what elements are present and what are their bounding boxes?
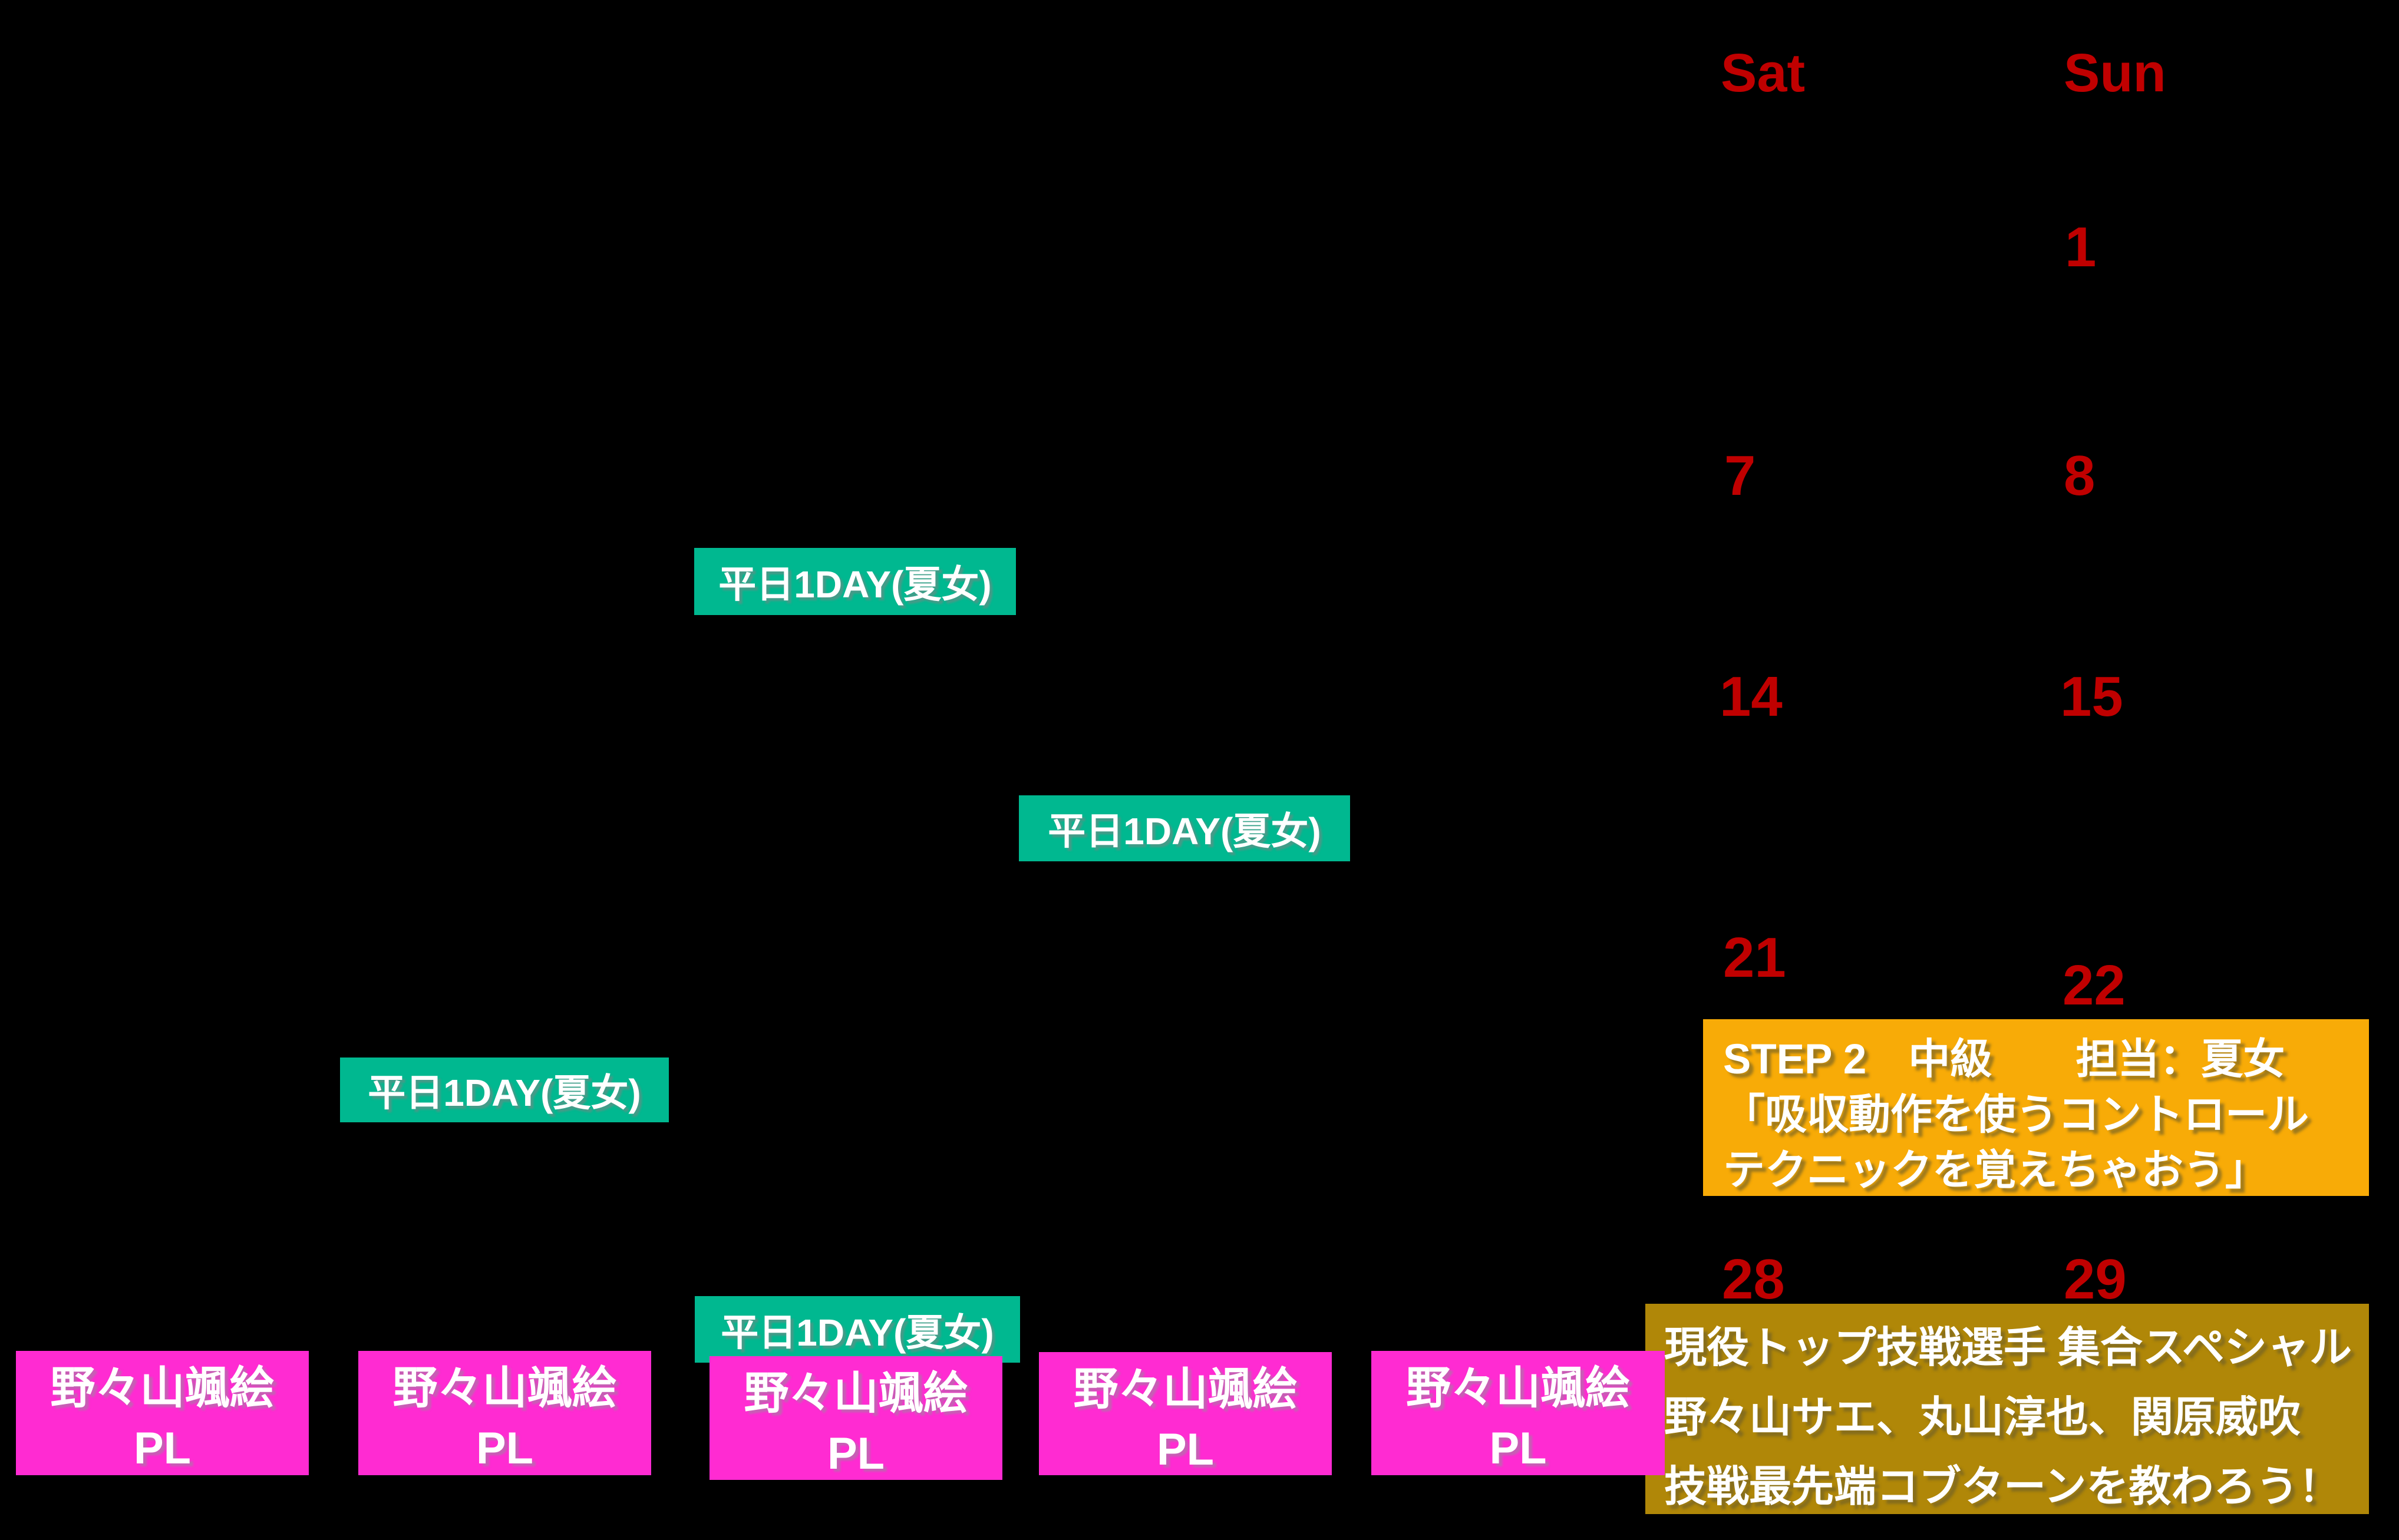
date-label-15: 15 [2060, 665, 2123, 728]
pl-event-box-5: 野々山颯絵 PL [1371, 1351, 1665, 1475]
pl-instructor-name: 野々山颯絵 [50, 1363, 275, 1413]
date-label-29: 29 [2064, 1248, 2127, 1311]
pl-role-label: PL [476, 1423, 534, 1473]
step2-description-line-1: 「吸収動作を使うコントロール [1723, 1092, 2309, 1138]
pl-event-box-4: 野々山颯絵 PL [1039, 1352, 1332, 1475]
date-label-1: 1 [2065, 216, 2097, 279]
special-instructors-line: 野々山サエ、丸山淳也、関原威吹 [1664, 1394, 2301, 1441]
pl-role-label: PL [1489, 1423, 1547, 1473]
event-badge-weekday-1day-week5: 平日1DAY(夏女) [695, 1296, 1020, 1363]
date-label-7: 7 [1724, 444, 1756, 507]
event-badge-weekday-1day-week4: 平日1DAY(夏女) [340, 1057, 669, 1122]
date-label-21: 21 [1723, 926, 1786, 989]
pl-instructor-name: 野々山颯絵 [1073, 1364, 1298, 1415]
event-badge-label: 平日1DAY(夏女) [368, 1072, 641, 1114]
date-label-22: 22 [2063, 954, 2126, 1017]
pl-event-box-3: 野々山颯絵 PL [710, 1356, 1002, 1480]
step2-title-line: STEP 2 中級 担当：夏女 [1723, 1036, 2285, 1083]
pl-role-label: PL [133, 1423, 192, 1473]
pl-instructor-name: 野々山颯絵 [744, 1369, 968, 1419]
pl-role-label: PL [1156, 1425, 1215, 1475]
event-badge-label: 平日1DAY(夏女) [1048, 810, 1321, 852]
pl-role-label: PL [827, 1429, 885, 1479]
special-description-line: 技戦最先端コブターンを教わろう！ [1664, 1463, 2341, 1511]
step2-description-line-2: テクニックを覚えちゃおう」 [1723, 1147, 2268, 1194]
date-label-14: 14 [1720, 665, 1783, 728]
event-badge-label: 平日1DAY(夏女) [721, 1311, 994, 1354]
day-header-sun: Sun [2064, 43, 2166, 103]
pl-instructor-name: 野々山颯絵 [1406, 1363, 1630, 1413]
date-label-8: 8 [2064, 444, 2096, 507]
special-event-box: 現役トップ技戦選手 集合スペシャル 野々山サエ、丸山淳也、関原威吹 技戦最先端コ… [1645, 1304, 2369, 1514]
pl-event-box-2: 野々山颯絵 PL [358, 1351, 651, 1475]
step2-event-box: STEP 2 中級 担当：夏女 「吸収動作を使うコントロール テクニックを覚えち… [1703, 1019, 2369, 1196]
event-badge-weekday-1day-week3: 平日1DAY(夏女) [1019, 795, 1350, 861]
event-badge-weekday-1day-week2: 平日1DAY(夏女) [694, 548, 1016, 615]
day-header-sat: Sat [1721, 43, 1806, 103]
pl-instructor-name: 野々山颯絵 [392, 1363, 617, 1413]
special-title-line: 現役トップ技戦選手 集合スペシャル [1664, 1324, 2352, 1372]
event-badge-label: 平日1DAY(夏女) [718, 563, 992, 606]
date-label-28: 28 [1722, 1248, 1785, 1311]
pl-event-box-1: 野々山颯絵 PL [16, 1351, 309, 1475]
